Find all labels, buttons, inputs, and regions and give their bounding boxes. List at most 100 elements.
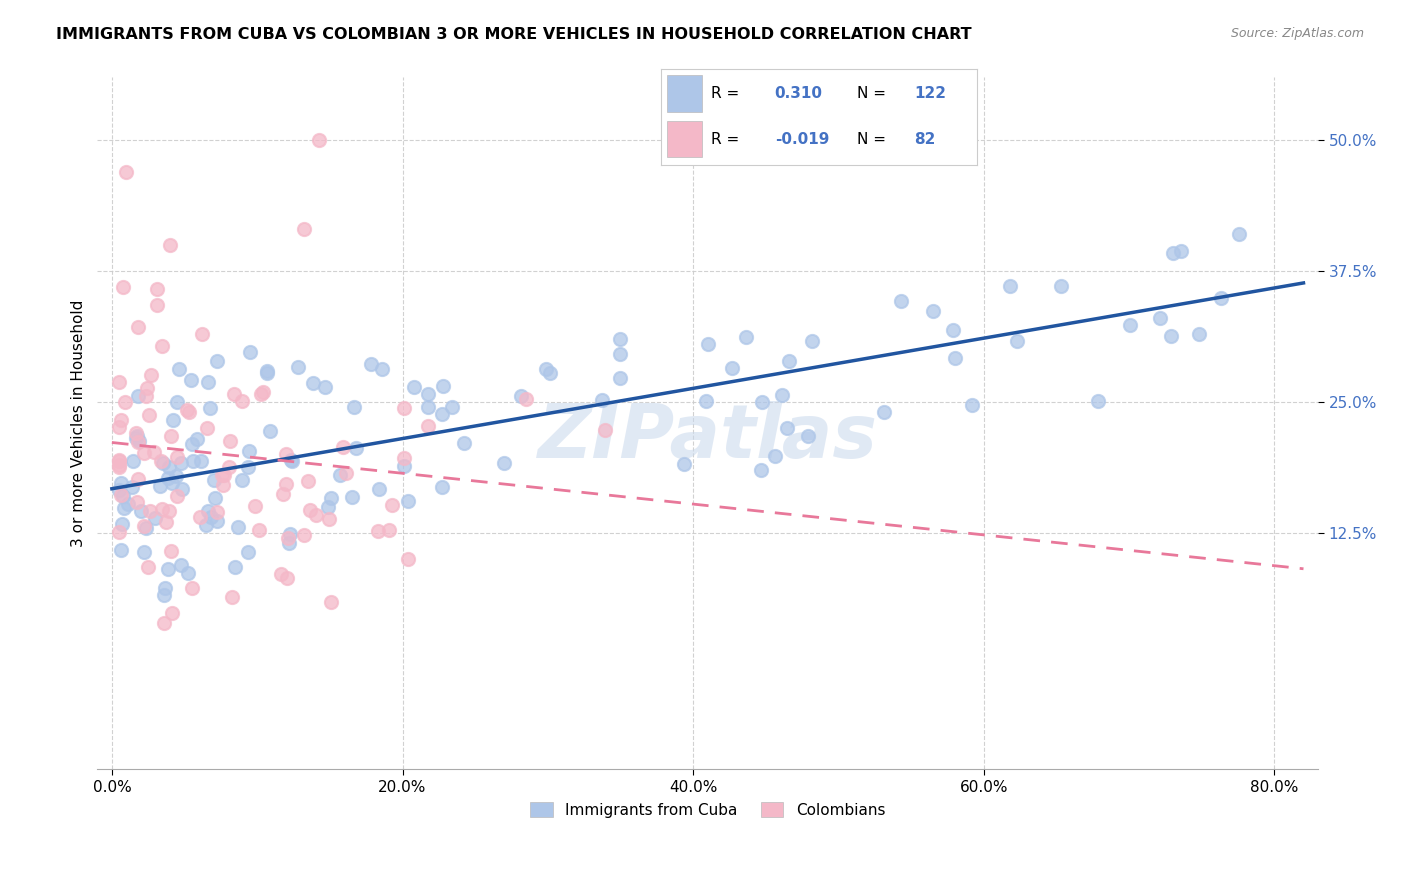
- Point: [138, 408, 160, 422]
- Point: [510, 389, 533, 403]
- Point: [378, 523, 401, 537]
- Point: [108, 454, 131, 468]
- Point: [121, 480, 143, 494]
- Point: [319, 491, 342, 506]
- Point: [735, 330, 758, 344]
- Point: [166, 450, 188, 464]
- Point: [186, 432, 208, 446]
- Point: [247, 523, 270, 537]
- Point: [278, 527, 301, 541]
- Point: [150, 501, 173, 516]
- Point: [231, 473, 253, 487]
- Point: [211, 467, 233, 482]
- Point: [367, 524, 389, 539]
- Point: [145, 511, 167, 525]
- Point: [270, 567, 292, 582]
- Point: [177, 566, 200, 581]
- Point: [1227, 227, 1250, 241]
- Point: [129, 504, 152, 518]
- Point: [281, 454, 304, 468]
- Point: [515, 392, 537, 406]
- Point: [157, 504, 180, 518]
- Point: [139, 368, 162, 382]
- Text: 0.310: 0.310: [775, 87, 823, 101]
- Point: [538, 366, 561, 380]
- Point: [276, 571, 298, 585]
- Point: [672, 457, 695, 471]
- Point: [226, 520, 249, 534]
- Point: [396, 552, 419, 566]
- Point: [160, 607, 183, 621]
- Point: [1160, 328, 1182, 343]
- Point: [801, 334, 824, 348]
- Point: [396, 494, 419, 508]
- Text: R =: R =: [711, 131, 740, 146]
- Legend: Immigrants from Cuba, Colombians: Immigrants from Cuba, Colombians: [524, 796, 891, 824]
- Point: [998, 279, 1021, 293]
- Point: [360, 357, 382, 371]
- Point: [111, 517, 134, 532]
- Text: R =: R =: [711, 87, 740, 101]
- Point: [121, 453, 143, 467]
- Point: [188, 509, 211, 524]
- Point: [205, 514, 228, 528]
- Point: [150, 454, 173, 468]
- Point: [591, 392, 613, 407]
- Point: [153, 582, 176, 596]
- Point: [236, 460, 259, 475]
- Point: [195, 518, 218, 533]
- Point: [609, 371, 631, 385]
- Point: [153, 588, 176, 602]
- Point: [278, 535, 301, 549]
- Point: [180, 373, 202, 387]
- Point: [205, 505, 228, 519]
- Point: [110, 413, 132, 427]
- Point: [115, 165, 138, 179]
- Point: [796, 429, 818, 443]
- Point: [222, 386, 245, 401]
- Point: [751, 463, 773, 477]
- Point: [301, 376, 323, 391]
- Point: [231, 393, 253, 408]
- Text: ZIPatlas: ZIPatlas: [537, 401, 877, 474]
- Point: [942, 323, 965, 337]
- Point: [329, 468, 352, 483]
- Point: [335, 466, 357, 480]
- Point: [1209, 291, 1232, 305]
- Point: [127, 472, 149, 486]
- Point: [170, 456, 193, 470]
- Point: [609, 347, 631, 361]
- Point: [136, 560, 159, 574]
- Point: [256, 367, 278, 381]
- Point: [299, 503, 322, 517]
- Text: 82: 82: [914, 131, 935, 146]
- Point: [142, 444, 165, 458]
- Text: Source: ZipAtlas.com: Source: ZipAtlas.com: [1230, 27, 1364, 40]
- Point: [392, 451, 415, 466]
- Point: [763, 449, 786, 463]
- Point: [1170, 244, 1192, 259]
- Point: [212, 468, 235, 483]
- Point: [432, 379, 454, 393]
- Bar: [666, 76, 702, 112]
- Point: [176, 402, 198, 417]
- Point: [170, 558, 193, 572]
- Point: [135, 521, 157, 535]
- Point: [166, 468, 188, 483]
- Point: [166, 489, 188, 503]
- Point: [721, 360, 744, 375]
- Point: [873, 405, 896, 419]
- Point: [197, 375, 219, 389]
- Point: [218, 434, 240, 449]
- Point: [695, 393, 717, 408]
- Point: [316, 500, 339, 515]
- Point: [308, 133, 330, 147]
- Point: [344, 441, 367, 455]
- Point: [534, 361, 557, 376]
- Point: [779, 353, 801, 368]
- Point: [160, 544, 183, 558]
- Bar: [666, 120, 702, 157]
- Point: [1050, 279, 1073, 293]
- Point: [252, 385, 274, 400]
- Point: [108, 458, 131, 472]
